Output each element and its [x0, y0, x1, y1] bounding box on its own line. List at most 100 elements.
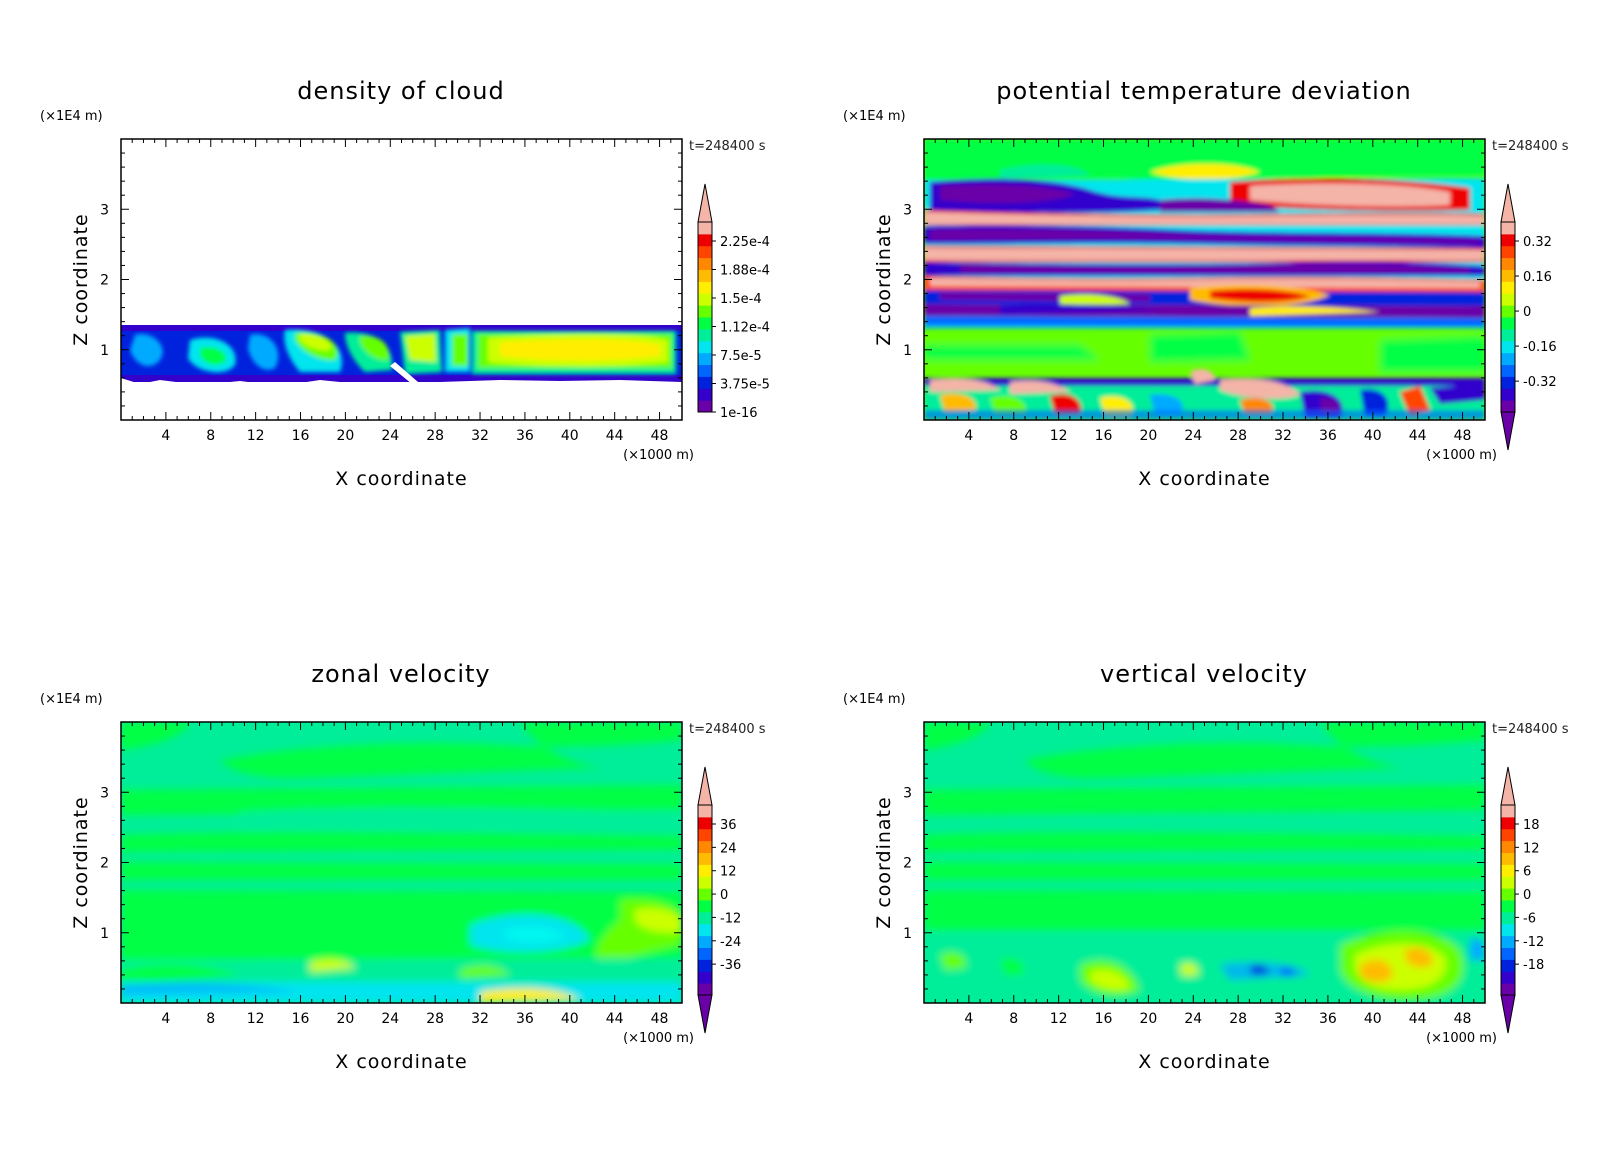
x-tick-label: 8 [206, 1011, 215, 1027]
x-tick-label: 32 [1274, 1011, 1292, 1027]
x-tick-label: 28 [1229, 1011, 1247, 1027]
colorbar-upper-arrow [697, 766, 713, 806]
y-tick-label: 2 [903, 273, 912, 289]
colorbar-swatch [1501, 900, 1515, 913]
colorbar-swatch [698, 281, 712, 294]
panel-potential-temperature-deviation: potential temperature deviation (×1E4 m)… [843, 77, 1569, 420]
x-tick-label: 12 [1050, 1011, 1068, 1027]
x-tick-label: 36 [516, 1011, 534, 1027]
colorbar-lower-arrow [697, 994, 713, 1034]
colorbar-swatch [698, 828, 712, 842]
colorbar-lower-arrow [1500, 994, 1516, 1034]
y-axis-label: Z coordinate [873, 213, 895, 345]
contour-field [121, 722, 682, 1003]
colorbar-swatch [1501, 281, 1515, 294]
x-tick-label: 32 [471, 428, 489, 444]
x-tick-label: 24 [381, 1011, 399, 1027]
x-tick-label: 28 [1229, 428, 1247, 444]
x-tick-label: 4 [964, 1011, 973, 1027]
x-tick-label: 40 [1364, 1011, 1382, 1027]
colorbar-swatch [1501, 840, 1515, 853]
y-tick-label: 3 [100, 202, 109, 218]
colorbar-swatch [1501, 293, 1515, 306]
colorbar-swatch [1501, 317, 1515, 330]
colorbar-label: 2.25e-4 [720, 235, 770, 250]
colorbar-swatch [1501, 923, 1515, 937]
contour-field [924, 722, 1485, 1003]
axes-panel-1: 4 8 12 16 20 24 28 32 36 40 44 48(×1000 m)X coordin… [873, 138, 1557, 490]
x-tick-label: 44 [1409, 1011, 1427, 1027]
colorbar-swatch [698, 305, 712, 318]
x-tick-label: 48 [651, 428, 669, 444]
colorbar-label: 1e-16 [720, 406, 758, 421]
cloud-top-edge [121, 325, 682, 331]
colorbar-swatch [698, 971, 712, 984]
colorbar-label: -24 [720, 935, 741, 950]
x-unit-label: (×1000 m) [1426, 1031, 1497, 1046]
colorbar-label: 6 [1523, 865, 1531, 880]
colorbar-label: 0.32 [1523, 235, 1552, 250]
axes-panel-2: 4 8 12 16 20 24 28 32 36 40 44 48(×1000 m)X coordin… [70, 721, 741, 1073]
axes-and-colorbars: 4 8 12 16 20 24 28 32 36 40 44 48(×1000 m)X coordin… [70, 138, 1557, 1073]
colorbar-swatch [698, 269, 712, 282]
colorbar-upper-arrow [1500, 766, 1516, 806]
y-axis-label: Z coordinate [873, 796, 895, 928]
colorbar-swatch [698, 935, 712, 948]
colorbar-swatch [698, 352, 712, 365]
colorbar-swatch [698, 222, 712, 235]
colorbar-swatch [1501, 328, 1515, 342]
colorbar-swatch [1501, 805, 1515, 818]
y-tick-label: 2 [903, 856, 912, 872]
colorbar-label: 18 [1523, 818, 1540, 833]
velocity-bands [121, 722, 682, 1003]
y-tick-label: 1 [100, 926, 109, 942]
colorbar-label: -12 [1523, 935, 1544, 950]
x-tick-label: 44 [1409, 428, 1427, 444]
y-tick-label: 1 [903, 343, 912, 359]
x-tick-label: 20 [1139, 1011, 1157, 1027]
colorbar-swatch [698, 364, 712, 377]
x-tick-label: 16 [1095, 428, 1113, 444]
axes-panel-3: 4 8 12 16 20 24 28 32 36 40 44 48(×1000 m)X coordin… [873, 721, 1544, 1073]
x-tick-label: 32 [1274, 428, 1292, 444]
x-axis-label: X coordinate [1138, 468, 1270, 490]
colorbar-swatch [698, 257, 712, 270]
colorbar-swatch [1501, 305, 1515, 318]
colorbar-upper-arrow [697, 183, 713, 223]
x-tick-label: 16 [292, 1011, 310, 1027]
colorbar-swatch [698, 400, 712, 413]
colorbar-swatch [1501, 876, 1515, 889]
colorbar: 2.25e-4 1.88e-4 1.5e-4 1.12e-4 7.5e-5 3.75e-5… [697, 183, 770, 421]
time-label: t=248400 s [689, 722, 766, 737]
x-unit-label: (×1000 m) [623, 1031, 694, 1046]
colorbar-swatch [698, 900, 712, 913]
colorbar-label: -12 [720, 911, 741, 926]
y-axis-label: Z coordinate [70, 796, 92, 928]
colorbar-swatch [1501, 947, 1515, 960]
y-tick-label: 2 [100, 273, 109, 289]
x-tick-label: 36 [1319, 1011, 1337, 1027]
x-tick-label: 48 [1454, 428, 1472, 444]
colorbar: 36 24 12 0 -12 -24 -36 [697, 766, 741, 1034]
x-tick-label: 16 [292, 428, 310, 444]
colorbar-label: 12 [1523, 841, 1540, 856]
velocity-bands [924, 722, 1485, 1003]
panel-vertical-velocity: vertical velocity (×1E4 m) t=248400 s [843, 660, 1569, 1003]
x-tick-label: 20 [336, 428, 354, 444]
x-unit-label: (×1000 m) [1426, 448, 1497, 463]
y-tick-label: 3 [903, 785, 912, 801]
y-unit-label: (×1E4 m) [843, 109, 906, 124]
colorbar: 18 12 6 0 -6 -12 -18 [1500, 766, 1544, 1034]
colorbar-swatch [698, 805, 712, 818]
chart-title: zonal velocity [311, 660, 490, 688]
x-tick-label: 32 [471, 1011, 489, 1027]
colorbar-label: 0 [1523, 888, 1531, 903]
colorbar-swatch [1501, 959, 1515, 972]
x-tick-label: 24 [1184, 428, 1202, 444]
contour-field [924, 139, 1485, 420]
colorbar: 0.32 0.16 0 -0.16 -0.32 [1500, 183, 1557, 451]
colorbar-swatch [698, 876, 712, 889]
chart-title: potential temperature deviation [996, 77, 1411, 105]
colorbar-swatch [1501, 864, 1515, 877]
colorbar-label: 0 [720, 888, 728, 903]
